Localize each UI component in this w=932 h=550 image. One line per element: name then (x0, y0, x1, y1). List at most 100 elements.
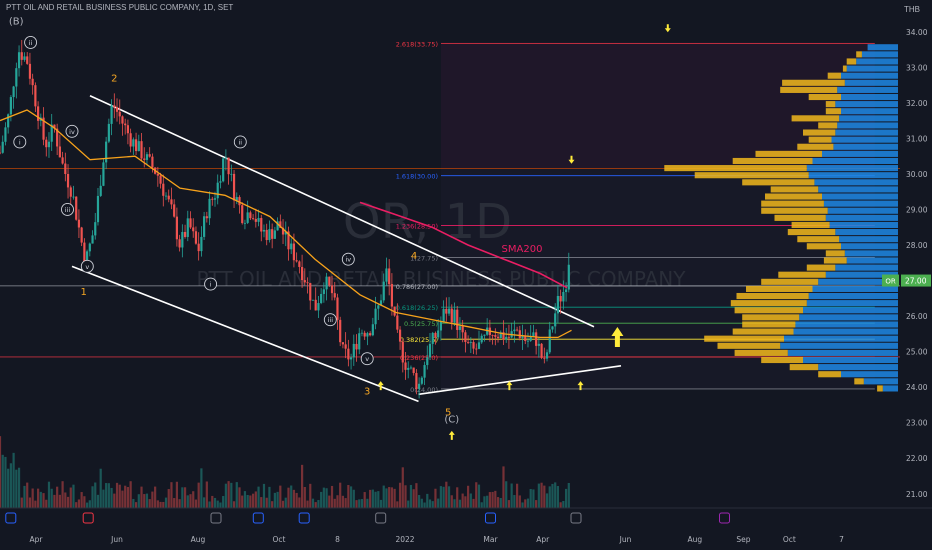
x-tick-label: Apr (30, 535, 44, 544)
candle-body (281, 227, 285, 235)
volume-profile-buy (839, 115, 898, 122)
volume-profile-sell (877, 385, 883, 392)
volume-bar (371, 489, 374, 508)
volume-bar (437, 498, 440, 508)
volume-profile-sell (827, 72, 841, 79)
volume-profile-sell (730, 300, 807, 307)
volume-profile-buy (835, 101, 898, 108)
candle-body (216, 182, 219, 199)
candle-body (265, 229, 268, 241)
volume-bar (129, 481, 132, 508)
volume-bar (238, 487, 241, 508)
candle-body (535, 332, 538, 346)
candle-body (102, 162, 105, 186)
volume-profile-sell (761, 200, 824, 207)
volume-bar (467, 485, 470, 508)
volume-bar (309, 483, 312, 508)
candle-body (4, 127, 7, 142)
volume-bar (486, 495, 489, 508)
volume-profile-sell (742, 179, 815, 186)
volume-profile-sell (806, 243, 841, 250)
y-tick-label: 28.00 (906, 241, 928, 250)
volume-bar (200, 468, 203, 508)
volume-bar (494, 490, 497, 508)
candle-body (505, 336, 508, 340)
watermark-name: PTT OIL AND RETAIL BUSINESS PUBLIC COMPA… (196, 267, 686, 291)
y-tick-label: 29.00 (906, 205, 928, 214)
event-marker-icon (375, 512, 387, 524)
volume-profile-buy (806, 300, 898, 307)
volume-profile-sell (765, 193, 822, 200)
candle-body (186, 218, 189, 237)
x-tick-label: Mar (483, 535, 498, 544)
volume-bar (480, 502, 483, 508)
volume-profile-buy (822, 193, 898, 200)
volume-profile-sell (818, 371, 841, 378)
volume-bar (496, 497, 500, 508)
volume-profile-buy (814, 179, 898, 186)
volume-profile-buy (841, 243, 898, 250)
volume-bar (469, 493, 472, 508)
candle-body (42, 117, 45, 140)
x-tick-label: Aug (687, 535, 702, 544)
fib-label: 1.236(28.50) (396, 222, 438, 230)
event-marker-icon (252, 512, 264, 524)
candle-body (181, 231, 184, 248)
x-tick-label: 7 (839, 535, 844, 544)
y-tick-label: 24.00 (906, 383, 928, 392)
candle-body (287, 231, 290, 250)
wave-label: 1 (81, 287, 87, 298)
candle-body (276, 221, 279, 231)
candle-body (75, 196, 78, 220)
volume-bar (290, 485, 293, 508)
volume-bar (341, 495, 345, 508)
fib-label: 1.618(30.00) (396, 173, 438, 181)
candle-body (499, 332, 502, 338)
wave-circle (80, 259, 94, 273)
candle-body (537, 343, 540, 346)
candle-body (515, 329, 519, 331)
volume-bar (502, 466, 505, 508)
volume-bar (300, 464, 304, 508)
candle-body (34, 85, 37, 107)
candle-body (545, 352, 549, 359)
wave-circle (360, 352, 374, 366)
volume-bar (175, 481, 178, 508)
y-tick-label: 25.00 (906, 348, 928, 357)
volume-profile-buy (829, 221, 898, 229)
candle-body (507, 336, 511, 338)
volume-bar (554, 482, 557, 508)
fib-label: 2.618(33.75) (396, 40, 438, 48)
volume-bar (428, 499, 432, 508)
volume-profile-sell (780, 86, 838, 93)
candle-body (371, 324, 374, 336)
candle-body (314, 299, 317, 311)
candle-body (31, 78, 34, 86)
volume-bar (170, 482, 173, 508)
volume-profile-sell (778, 271, 826, 278)
candle-body (352, 343, 355, 358)
marker-arrow-up-icon (577, 381, 584, 391)
candle-body (409, 367, 413, 369)
volume-bar (450, 495, 453, 508)
volume-bar (205, 481, 208, 508)
volume-bar (347, 484, 350, 508)
candle-body (252, 218, 255, 219)
volume-profile-buy (827, 207, 898, 214)
volume-bar (287, 487, 290, 508)
volume-bar (173, 498, 176, 508)
candle-body (388, 268, 391, 285)
candle-body (129, 133, 132, 147)
volume-bar (529, 489, 532, 508)
volume-bar (96, 494, 100, 508)
volume-bar (423, 502, 426, 508)
volume-bar (532, 489, 535, 508)
volume-profile-sell (742, 321, 796, 328)
fib-label: 1(27.75) (410, 254, 438, 262)
volume-bar (102, 489, 105, 508)
volume-bar (314, 502, 317, 508)
volume-bar (134, 502, 138, 508)
candle-body (292, 243, 296, 261)
candle-body (66, 174, 70, 188)
